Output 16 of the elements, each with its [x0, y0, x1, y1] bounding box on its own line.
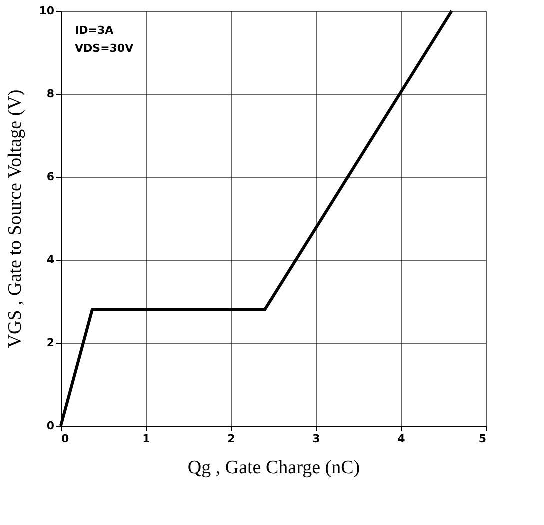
x-tick-label: 0 [62, 432, 70, 446]
x-tick-label: 5 [478, 432, 486, 446]
y-tick-label: 2 [46, 336, 54, 350]
y-axis-title: VGS , Gate to Source Voltage (V) [5, 90, 26, 348]
y-tick-label: 8 [46, 88, 54, 100]
x-axis-title: Qg , Gate Charge (nC) [188, 458, 360, 478]
x-tick-label: 3 [312, 432, 320, 446]
annotation: ID=3A [75, 24, 114, 37]
x-tick-label: 1 [142, 432, 150, 446]
annotation: VDS=30V [75, 42, 134, 55]
y-tick-label: 6 [46, 170, 55, 184]
y-tick-label: 4 [46, 254, 55, 266]
y-tick-label: 10 [39, 4, 55, 18]
x-tick-label: 4 [398, 432, 406, 446]
x-tick-label: 2 [228, 432, 236, 446]
y-tick-label: 0 [46, 420, 55, 432]
